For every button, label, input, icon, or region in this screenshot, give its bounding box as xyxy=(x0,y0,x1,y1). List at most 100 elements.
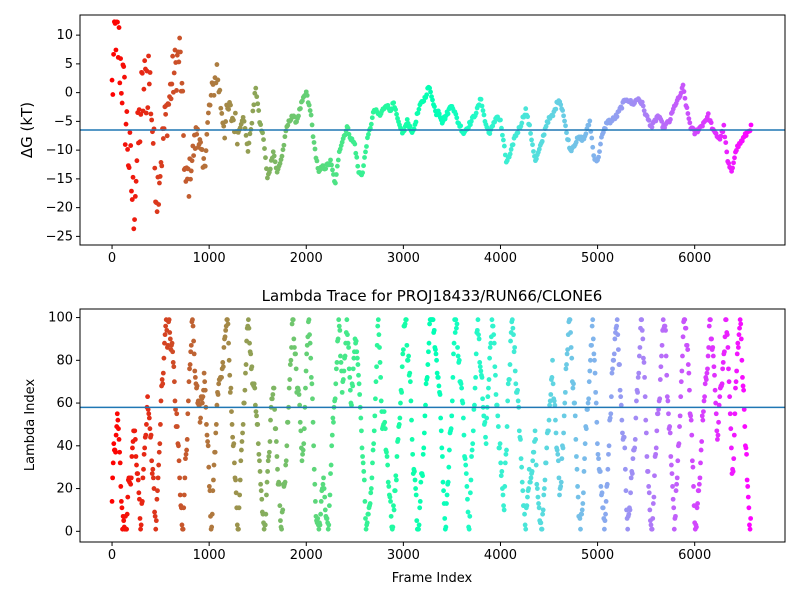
lambda-point xyxy=(609,370,615,376)
lambda-point xyxy=(257,458,262,464)
lambda-point xyxy=(274,454,280,459)
lambda-point xyxy=(317,522,323,528)
lambda-point xyxy=(169,340,175,346)
delta-g-point xyxy=(614,114,620,120)
delta-g-point xyxy=(369,115,375,121)
lambda-point xyxy=(586,396,592,402)
lambda-point xyxy=(699,413,705,419)
lambda-point xyxy=(465,509,471,515)
lambda-point xyxy=(177,475,183,481)
lambda-point xyxy=(114,411,120,417)
lambda-point xyxy=(665,398,671,404)
lambda-point xyxy=(688,417,694,423)
lambda-point xyxy=(395,436,401,442)
lambda-point xyxy=(490,323,496,329)
lambda-point xyxy=(524,503,530,509)
lambda-point xyxy=(148,432,154,438)
lambda-point xyxy=(458,381,464,387)
delta-g-point xyxy=(127,130,133,135)
delta-g-point xyxy=(280,147,286,153)
delta-g-point xyxy=(109,77,115,83)
lambda-point xyxy=(243,370,248,376)
lambda-axes-frame xyxy=(79,308,786,543)
lambda-point xyxy=(387,494,393,500)
lambda-point xyxy=(306,317,312,323)
lambda-point xyxy=(462,456,468,462)
lambda-point xyxy=(463,471,469,476)
delta-g-point xyxy=(249,120,255,126)
lambda-point xyxy=(390,524,396,530)
lambda-point xyxy=(648,522,654,528)
lambda-point xyxy=(115,417,121,423)
lambda-point xyxy=(318,511,324,517)
lambda-point xyxy=(515,387,520,393)
lambda-point xyxy=(176,458,182,464)
lambda-point xyxy=(225,321,231,327)
lambda-point xyxy=(686,370,692,376)
lambda-point xyxy=(360,454,365,459)
lambda-point xyxy=(459,385,465,391)
lambda-point xyxy=(276,481,282,487)
lambda-point xyxy=(533,436,539,442)
lambda-point xyxy=(643,417,649,423)
delta-g-point xyxy=(263,155,268,161)
lambda-point xyxy=(230,434,236,440)
delta-g-point xyxy=(726,160,732,166)
lambda-point xyxy=(372,413,378,419)
lambda-point xyxy=(558,479,564,485)
lambda-point xyxy=(145,407,151,412)
lambda-point xyxy=(284,443,290,449)
lambda-point xyxy=(326,503,332,509)
lambda-point xyxy=(470,441,476,447)
lambda-point xyxy=(522,511,527,517)
lambda-point xyxy=(290,317,296,323)
lambda-point xyxy=(225,317,230,323)
lambda-point xyxy=(310,419,316,425)
lambda-point xyxy=(519,464,525,470)
lambda-point xyxy=(375,323,381,329)
lambda-point xyxy=(211,477,216,483)
lambda-point xyxy=(301,426,307,432)
delta-g-point xyxy=(436,111,442,117)
lambda-y-ticks: 0 20 40 60 80 100 xyxy=(48,311,80,539)
lambda-point xyxy=(504,424,510,429)
delta-g-point xyxy=(179,80,185,86)
lambda-point xyxy=(382,419,388,425)
delta-g-point xyxy=(164,133,170,139)
delta-g-point xyxy=(264,166,269,172)
delta-g-point xyxy=(500,132,505,138)
lambda-point xyxy=(501,507,507,513)
delta-g-point xyxy=(353,150,359,156)
lambda-point xyxy=(110,475,116,481)
lambda-point xyxy=(594,441,600,447)
delta-g-point xyxy=(312,146,318,152)
lambda-point xyxy=(527,479,533,485)
lambda-point xyxy=(158,398,164,404)
x-tick-label: 2000 xyxy=(290,251,323,266)
lambda-point xyxy=(740,375,745,380)
lambda-point xyxy=(386,484,392,489)
lambda-point xyxy=(534,486,540,491)
lambda-point xyxy=(285,419,291,425)
lambda-point xyxy=(632,445,638,451)
delta-g-point xyxy=(681,89,687,94)
lambda-point xyxy=(434,370,440,376)
lambda-point xyxy=(232,460,237,466)
lambda-point xyxy=(606,443,612,449)
lambda-point xyxy=(546,428,551,434)
lambda-point xyxy=(185,398,191,404)
x-tick-label: 5000 xyxy=(581,251,614,266)
lambda-point xyxy=(467,513,473,519)
lambda-point xyxy=(266,449,272,455)
lambda-point xyxy=(412,469,417,474)
lambda-point xyxy=(691,484,696,489)
lambda-point xyxy=(664,394,670,400)
lambda-point xyxy=(733,385,738,391)
lambda-point xyxy=(129,454,135,459)
lambda-point xyxy=(176,443,181,449)
lambda-point xyxy=(342,353,348,359)
delta-g-point xyxy=(132,217,137,223)
lambda-point xyxy=(280,507,286,513)
lambda-point xyxy=(738,336,744,342)
lambda-point xyxy=(460,415,466,421)
